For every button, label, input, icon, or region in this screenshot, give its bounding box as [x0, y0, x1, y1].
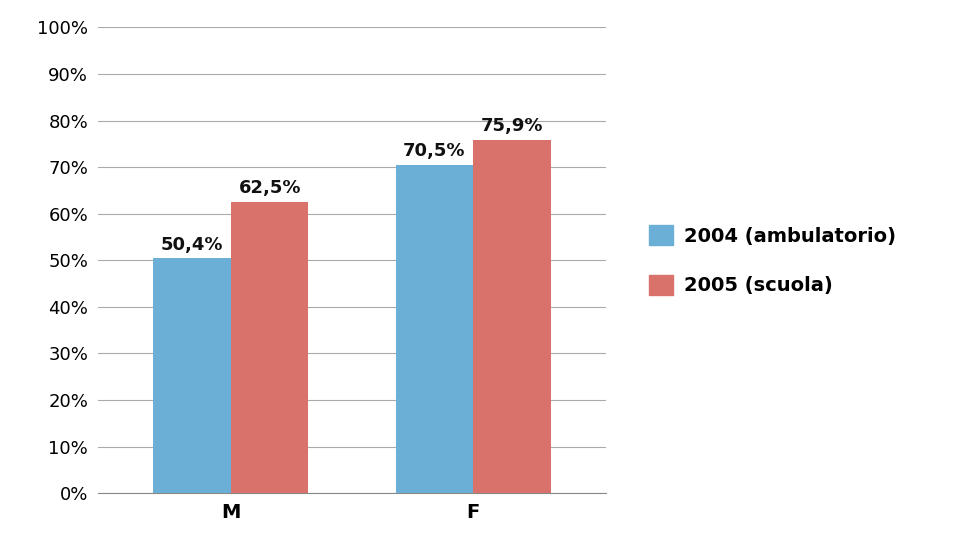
Bar	[231, 202, 308, 493]
Bar	[473, 140, 550, 493]
Legend: 2004 (ambulatorio), 2005 (scuola): 2004 (ambulatorio), 2005 (scuola)	[641, 218, 903, 303]
Text: 62,5%: 62,5%	[238, 179, 301, 197]
Bar	[153, 259, 231, 493]
Text: 70,5%: 70,5%	[403, 142, 465, 160]
Bar	[396, 165, 473, 493]
Text: 50,4%: 50,4%	[161, 236, 224, 254]
Text: 75,9%: 75,9%	[480, 117, 542, 135]
